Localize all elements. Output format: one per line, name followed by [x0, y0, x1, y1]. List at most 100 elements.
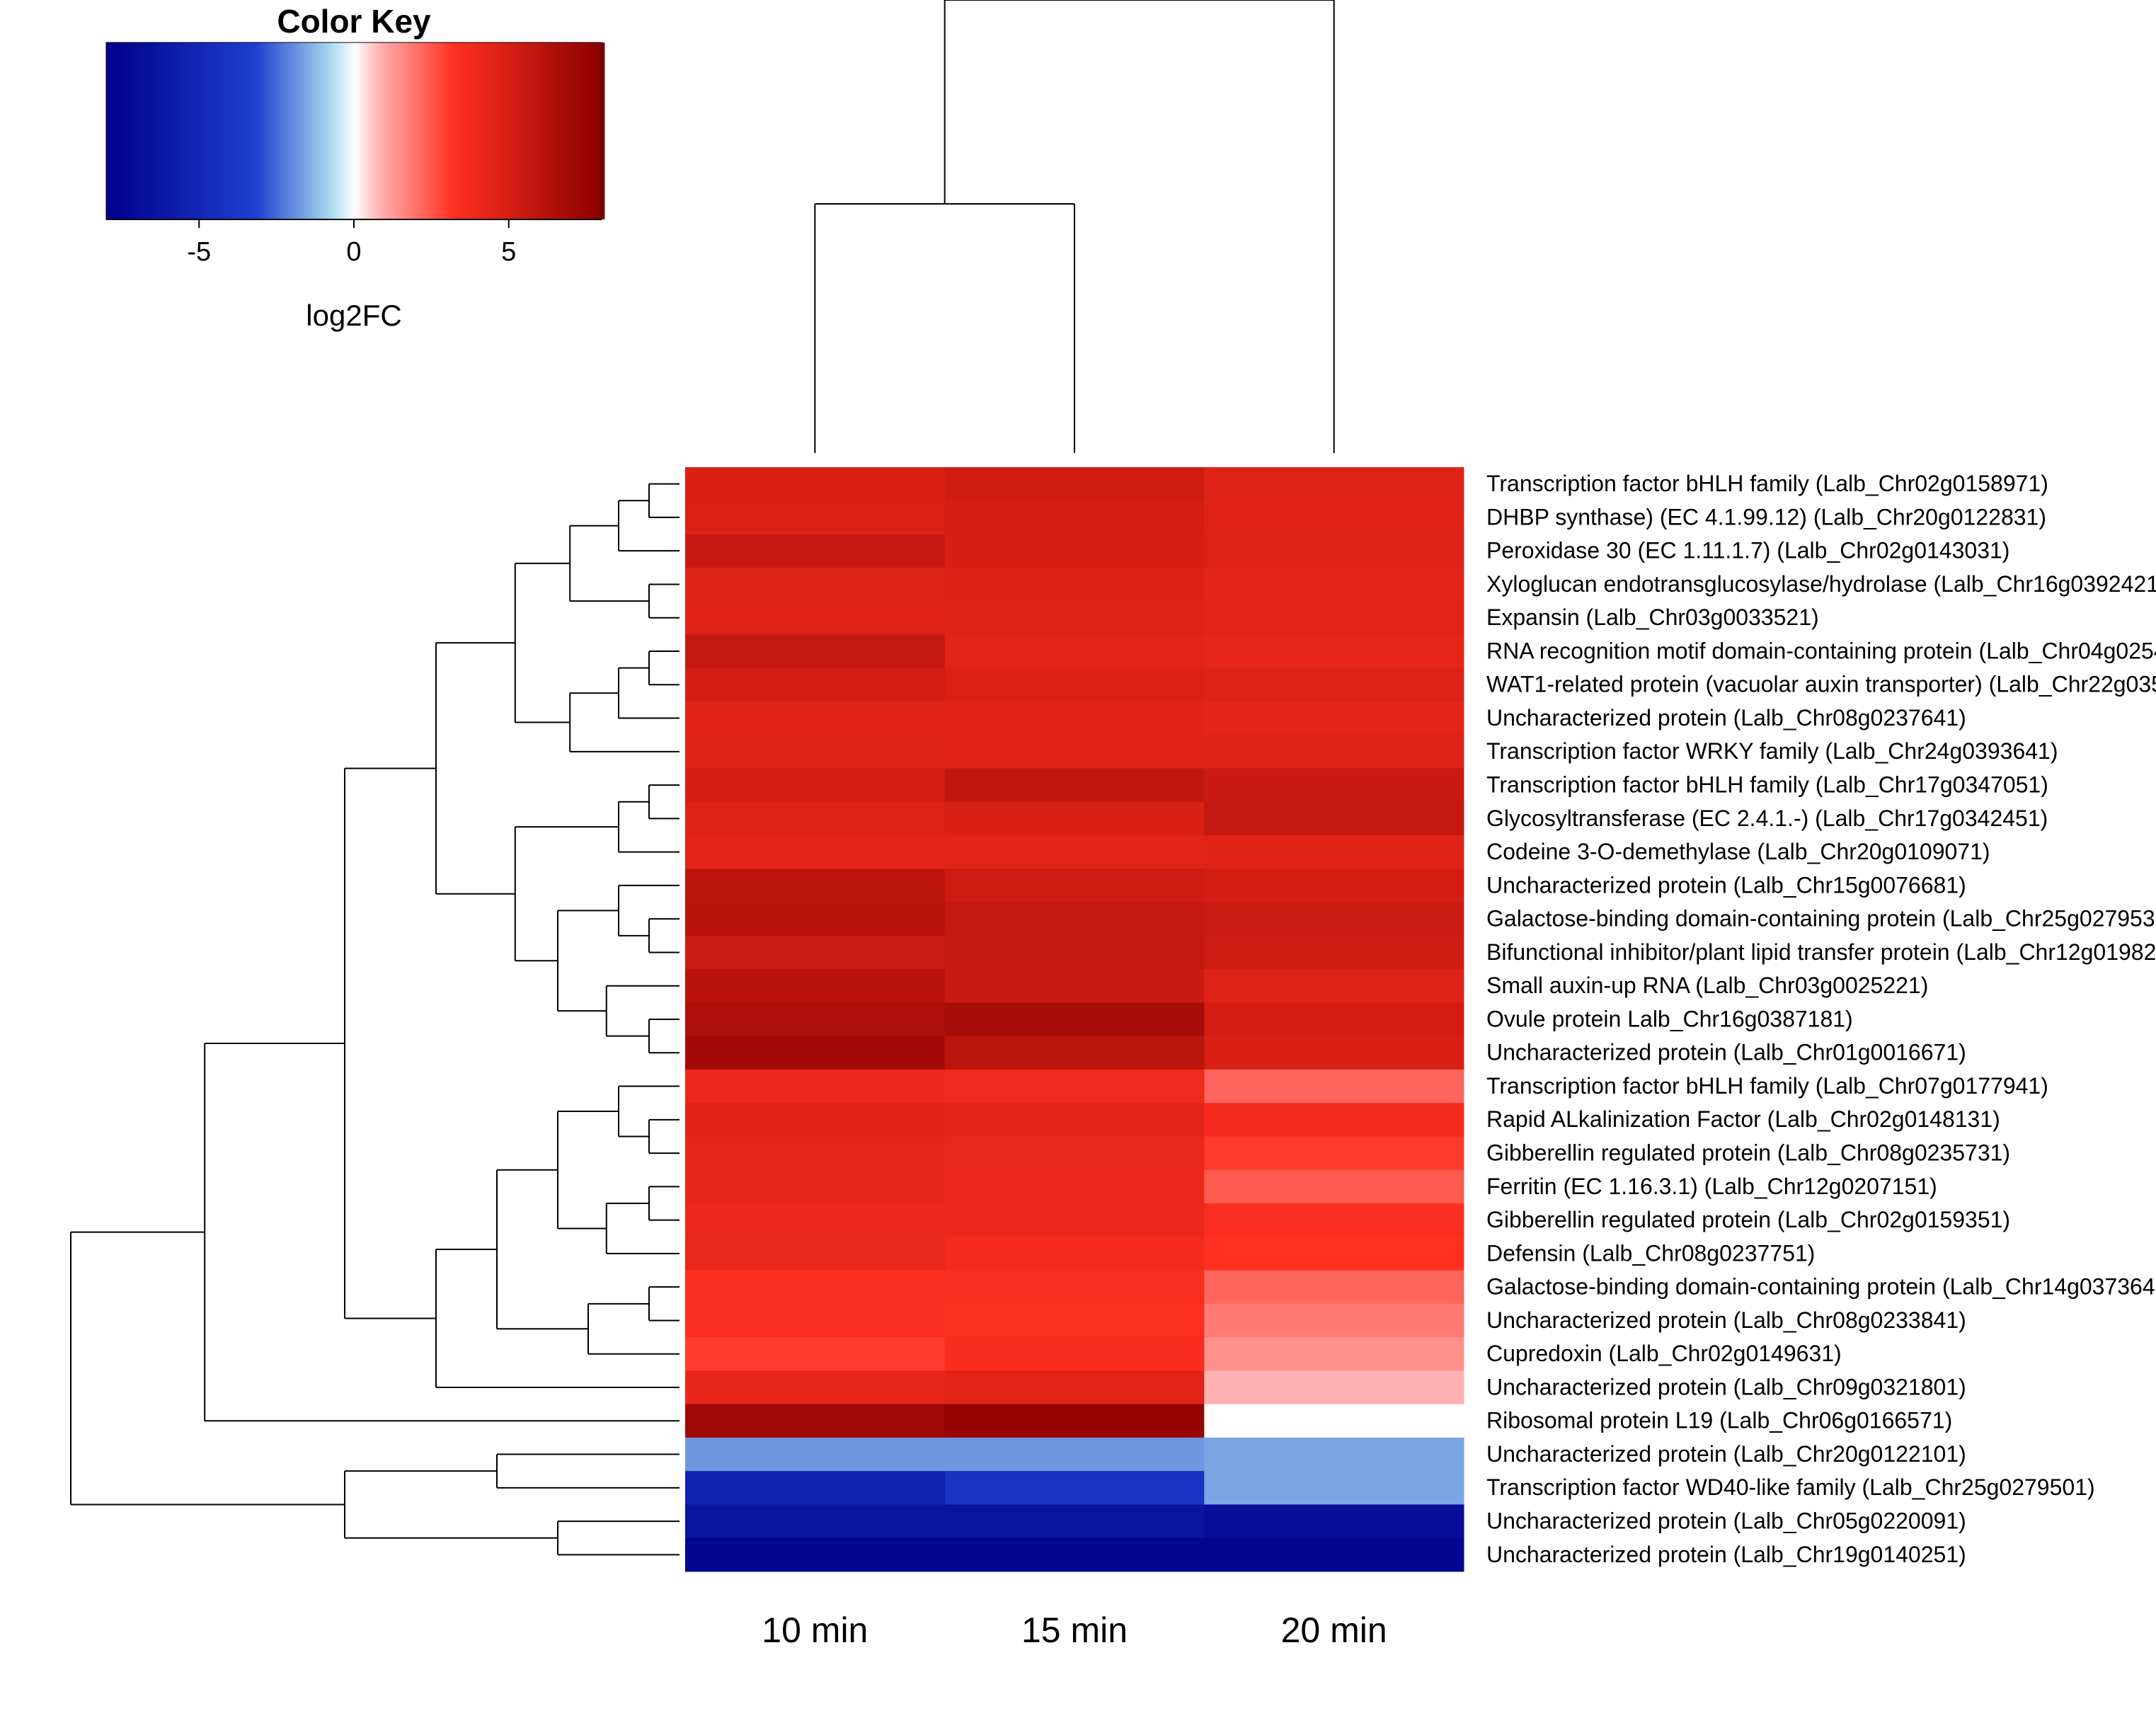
heatmap-cell — [1204, 1237, 1464, 1271]
heatmap-cell — [685, 601, 945, 635]
heatmap-cell — [685, 835, 945, 869]
heatmap-cell — [685, 1438, 945, 1472]
row-label: Cupredoxin (Lalb_Chr02g0149631) — [1486, 1341, 1842, 1366]
heatmap-cell — [1204, 1337, 1464, 1371]
heatmap-cell — [685, 701, 945, 735]
row-label: Peroxidase 30 (EC 1.11.1.7) (Lalb_Chr02g… — [1486, 538, 2009, 563]
heatmap-cell — [1204, 1103, 1464, 1137]
heatmap-cell — [1204, 735, 1464, 769]
row-label: Transcription factor bHLH family (Lalb_C… — [1486, 471, 2048, 496]
row-label: Ovule protein Lalb_Chr16g0387181) — [1486, 1006, 1853, 1031]
heatmap-cell — [1204, 903, 1464, 936]
row-label: Uncharacterized protein (Lalb_Chr15g0076… — [1486, 872, 1966, 898]
heatmap-cell — [945, 467, 1205, 501]
color-key-tick: 5 — [501, 237, 516, 267]
heatmap-cell — [1204, 869, 1464, 903]
row-label: Expansin (Lalb_Chr03g0033521) — [1486, 605, 1819, 630]
heatmap-cell — [945, 1370, 1205, 1404]
column-dendrogram — [815, 0, 1334, 453]
heatmap-cell — [945, 869, 1205, 903]
row-label: Uncharacterized protein (Lalb_Chr20g0122… — [1486, 1441, 1966, 1467]
row-label: Bifunctional inhibitor/plant lipid trans… — [1486, 939, 2156, 965]
heatmap-cell — [1204, 1404, 1464, 1438]
heatmap-cell — [1204, 668, 1464, 702]
row-dendrogram — [71, 484, 680, 1555]
heatmap-cell — [685, 1136, 945, 1170]
heatmap-cell — [685, 1504, 945, 1538]
row-label: Uncharacterized protein (Lalb_Chr08g0233… — [1486, 1307, 1966, 1333]
heatmap-cell — [1204, 936, 1464, 970]
heatmap-cell — [1204, 467, 1464, 501]
row-label: WAT1-related protein (vacuolar auxin tra… — [1486, 672, 2156, 697]
heatmap-cell — [685, 1471, 945, 1505]
column-label: 15 min — [1021, 1610, 1128, 1650]
row-label: Uncharacterized protein (Lalb_Chr01g0016… — [1486, 1040, 1966, 1065]
heatmap-cell — [1204, 1538, 1464, 1572]
row-label: Transcription factor WD40-like family (L… — [1486, 1474, 2095, 1500]
color-key-title: Color Key — [277, 3, 431, 40]
heatmap-cell — [685, 1170, 945, 1204]
heatmap-cell — [945, 903, 1205, 936]
row-label: Ribosomal protein L19 (Lalb_Chr06g016657… — [1486, 1408, 1952, 1433]
heatmap-cell — [945, 1136, 1205, 1170]
heatmap-cell — [685, 534, 945, 568]
heatmap-cell — [945, 1471, 1205, 1505]
heatmap-cell — [685, 1237, 945, 1271]
heatmap-cell — [1204, 534, 1464, 568]
heatmap-cell — [945, 1438, 1205, 1472]
heatmap-cell — [685, 1370, 945, 1404]
heatmap-cell — [685, 1203, 945, 1237]
heatmap-cell — [685, 936, 945, 970]
heatmap-cell — [1204, 1504, 1464, 1538]
row-label: Uncharacterized protein (Lalb_Chr19g0140… — [1486, 1542, 1966, 1567]
heatmap-cell — [685, 1538, 945, 1572]
heatmap-cell — [945, 969, 1205, 1003]
heatmap-cell — [945, 1271, 1205, 1305]
heatmap-cell — [945, 534, 1205, 568]
row-label: Glycosyltransferase (EC 2.4.1.-) (Lalb_C… — [1486, 806, 2048, 831]
heatmap-cell — [945, 1170, 1205, 1204]
heatmap-cell — [945, 1404, 1205, 1438]
row-label: Galactose-binding domain-containing prot… — [1486, 906, 2156, 932]
heatmap-cell — [945, 768, 1205, 802]
row-label: DHBP synthase) (EC 4.1.99.12) (Lalb_Chr2… — [1486, 504, 2046, 529]
heatmap-cell — [685, 1337, 945, 1371]
heatmap-figure: Color Key -5 0 5 log2FC Transcription factor … — [0, 0, 2156, 1730]
row-label: Ferritin (EC 1.16.3.1) (Lalb_Chr12g02071… — [1486, 1174, 1937, 1199]
color-key-axis-label: log2FC — [306, 299, 401, 332]
color-key-tick: -5 — [187, 237, 211, 267]
heatmap-cell — [945, 1036, 1205, 1070]
row-label: Small auxin-up RNA (Lalb_Chr03g0025221) — [1486, 973, 1928, 998]
heatmap-cell — [1204, 634, 1464, 668]
row-label: Transcription factor bHLH family (Lalb_C… — [1486, 1073, 2048, 1099]
heatmap-cell — [1204, 601, 1464, 635]
heatmap: Transcription factor bHLH family (Lalb_C… — [685, 467, 2156, 1650]
heatmap-cell — [945, 701, 1205, 735]
heatmap-cell — [945, 1337, 1205, 1371]
heatmap-cell — [945, 1538, 1205, 1572]
row-label: Uncharacterized protein (Lalb_Chr08g0237… — [1486, 705, 1966, 731]
heatmap-cell — [945, 1504, 1205, 1538]
heatmap-cell — [1204, 1438, 1464, 1472]
heatmap-cell — [685, 1404, 945, 1438]
heatmap-cell — [945, 568, 1205, 602]
heatmap-cell — [1204, 1002, 1464, 1036]
heatmap-cell — [945, 936, 1205, 970]
row-label: Galactose-binding domain-containing prot… — [1486, 1274, 2156, 1300]
heatmap-cell — [1204, 835, 1464, 869]
heatmap-cell — [685, 467, 945, 501]
heatmap-cell — [685, 634, 945, 668]
row-label: Gibberellin regulated protein (Lalb_Chr0… — [1486, 1207, 2010, 1232]
row-label: Rapid ALkalinization Factor (Lalb_Chr02g… — [1486, 1106, 2000, 1132]
color-key: Color Key -5 0 5 log2FC — [106, 3, 605, 332]
row-label: Uncharacterized protein (Lalb_Chr05g0220… — [1486, 1508, 1966, 1533]
heatmap-cell — [945, 1203, 1205, 1237]
row-label: Transcription factor WRKY family (Lalb_C… — [1486, 738, 2058, 764]
heatmap-cell — [685, 500, 945, 534]
color-key-tick: 0 — [346, 237, 361, 267]
heatmap-cell — [1204, 1170, 1464, 1204]
row-label: Uncharacterized protein (Lalb_Chr09g0321… — [1486, 1374, 1966, 1399]
heatmap-cell — [945, 1070, 1205, 1104]
column-label: 10 min — [762, 1610, 868, 1650]
row-label: RNA recognition motif domain-containing … — [1486, 638, 2156, 663]
